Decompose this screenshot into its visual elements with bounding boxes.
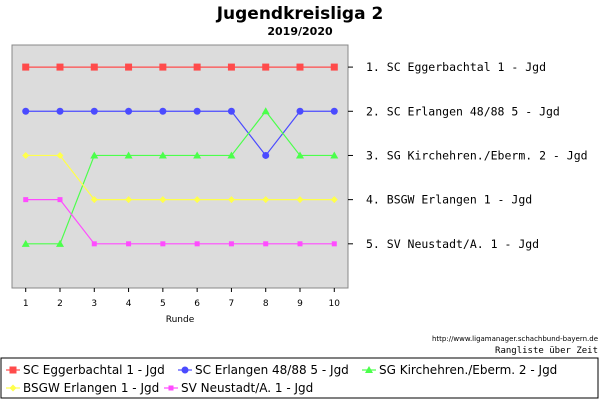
- data-point: [330, 151, 339, 159]
- data-point: [262, 151, 270, 159]
- data-point: [90, 63, 98, 71]
- data-point: [193, 151, 202, 159]
- legend-label: BSGW Erlangen 1 - Jgd: [23, 381, 159, 395]
- legend-item: SC Erlangen 48/88 5 - Jgd: [178, 363, 349, 377]
- series-square-small: [23, 197, 337, 247]
- x-tick-label: 3: [91, 299, 97, 309]
- data-point: [296, 196, 304, 204]
- legend-swatch-marker: [9, 366, 17, 374]
- data-point: [125, 196, 133, 204]
- chart-title: Jugendkreisliga 2: [216, 4, 384, 24]
- data-point: [263, 241, 269, 247]
- legend-box: [0, 357, 599, 399]
- data-point: [330, 196, 338, 204]
- data-point: [125, 63, 133, 71]
- legend-label: SG Kirchehren./Eberm. 2 - Jgd: [379, 363, 557, 377]
- data-point: [296, 151, 304, 159]
- data-point: [228, 241, 234, 247]
- data-point: [22, 63, 30, 71]
- plot-area: [11, 44, 349, 289]
- data-point: [21, 239, 30, 247]
- x-axis: 1 2 3 4 5 6 7 8 9 10: [23, 288, 340, 309]
- data-point: [56, 107, 64, 115]
- legend-swatch-marker: [168, 385, 174, 391]
- data-point: [159, 107, 167, 115]
- data-point: [56, 239, 64, 247]
- data-point: [159, 63, 167, 71]
- legend: SC Eggerbachtal 1 - Jgd SC Erlangen 48/88…: [0, 357, 599, 399]
- data-point: [296, 63, 304, 71]
- x-tick-label: 7: [229, 299, 235, 309]
- rank-label: 2. SC Erlangen 48/88 5 - Jgd: [366, 104, 560, 118]
- legend-item: SV Neustadt/A. 1 - Jgd: [164, 381, 313, 395]
- legend-item: SG Kirchehren./Eberm. 2 - Jgd: [362, 363, 557, 377]
- x-tick-label: 10: [329, 299, 341, 309]
- legend-swatch-marker: [9, 384, 17, 392]
- data-point: [160, 241, 166, 247]
- data-point: [194, 241, 200, 247]
- x-axis-label: Runde: [166, 315, 195, 325]
- data-point: [23, 197, 29, 203]
- data-point: [57, 197, 63, 203]
- rank-label: 4. BSGW Erlangen 1 - Jgd: [366, 193, 532, 207]
- legend-swatch-marker: [181, 366, 189, 374]
- chart-subtitle: 2019/2020: [267, 25, 333, 38]
- data-point: [56, 63, 64, 71]
- data-point: [22, 151, 30, 159]
- legend-label: SV Neustadt/A. 1 - Jgd: [181, 381, 313, 395]
- x-tick-label: 1: [23, 299, 29, 309]
- rank-axis: 1. SC Eggerbachtal 1 - Jgd 2. SC Erlangen…: [348, 60, 588, 251]
- x-tick-label: 8: [263, 299, 269, 309]
- series-line: [25, 199, 335, 245]
- series-line: [25, 110, 335, 245]
- data-point: [159, 196, 167, 204]
- series-diamond: [22, 151, 338, 204]
- data-point: [227, 63, 235, 71]
- data-point: [193, 63, 201, 71]
- data-point: [262, 196, 270, 204]
- data-point: [227, 107, 235, 115]
- data-point: [125, 107, 133, 115]
- x-tick-label: 4: [126, 299, 132, 309]
- series-layer: [21, 63, 339, 247]
- data-point: [193, 196, 201, 204]
- legend-item: BSGW Erlangen 1 - Jgd: [6, 381, 159, 395]
- data-point: [90, 151, 99, 159]
- series-triangle: [21, 107, 339, 247]
- data-point: [90, 196, 98, 204]
- data-point: [124, 151, 133, 159]
- data-point: [227, 151, 236, 159]
- legend-item: SC Eggerbachtal 1 - Jgd: [6, 363, 165, 377]
- series-square: [22, 63, 338, 71]
- data-point: [262, 63, 270, 71]
- data-point: [158, 151, 167, 159]
- x-tick-label: 2: [57, 299, 63, 309]
- legend-label: SC Erlangen 48/88 5 - Jgd: [195, 363, 349, 377]
- x-tick-label: 9: [297, 299, 303, 309]
- data-point: [330, 107, 338, 115]
- legend-label: SC Eggerbachtal 1 - Jgd: [23, 363, 165, 377]
- rank-label: 3. SG Kirchehren./Eberm. 2 - Jgd: [366, 148, 588, 162]
- x-tick-label: 5: [160, 299, 166, 309]
- data-point: [56, 151, 64, 159]
- rank-label: 5. SV Neustadt/A. 1 - Jgd: [366, 237, 539, 251]
- legend-swatch-marker: [365, 366, 373, 373]
- data-point: [91, 241, 97, 247]
- rank-label: 1. SC Eggerbachtal 1 - Jgd: [366, 60, 546, 74]
- source-url[interactable]: http://www.ligamanager.schachbund-bayern…: [432, 335, 598, 343]
- data-point: [331, 241, 337, 247]
- series-line: [25, 154, 335, 201]
- chart-caption: Rangliste über Zeit: [495, 346, 598, 356]
- data-point: [227, 196, 235, 204]
- data-point: [296, 107, 304, 115]
- data-point: [297, 241, 303, 247]
- data-point: [126, 241, 132, 247]
- x-tick-label: 6: [194, 299, 200, 309]
- data-point: [90, 107, 98, 115]
- data-point: [22, 107, 30, 115]
- data-point: [193, 107, 201, 115]
- data-point: [330, 63, 338, 71]
- data-point: [261, 107, 270, 115]
